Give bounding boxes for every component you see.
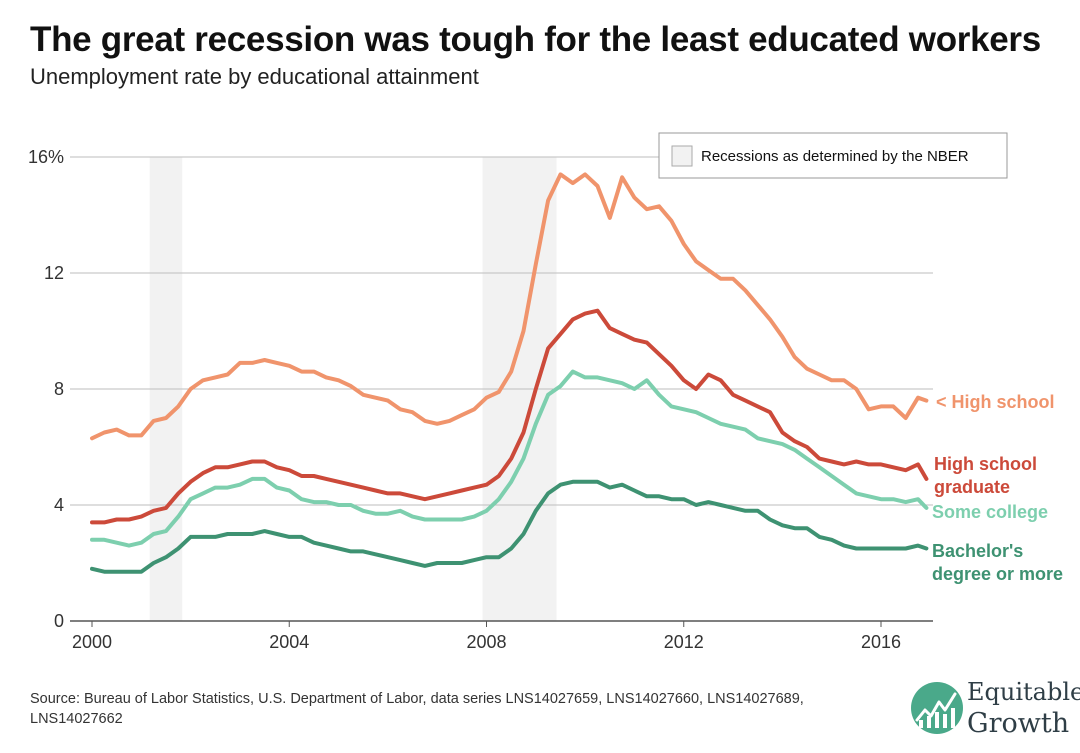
series-labels: < High school High school graduate Some col… [932,392,1063,584]
x-tick-label: 2012 [664,632,704,652]
legend: Recessions as determined by the NBER [658,132,1008,179]
legend-box [658,132,1008,179]
logo-text-line-1: Equitable [967,678,1080,706]
legend-swatch [671,145,693,167]
y-tick-label: 16% [28,147,64,167]
x-tick-label: 2004 [269,632,309,652]
chart-subtitle: Unemployment rate by educational attainm… [30,64,479,89]
series-label-3: Some college [932,502,1048,522]
source-note: Source: Bureau of Labor Statistics, U.S.… [30,691,804,727]
series-line-3 [90,369,929,548]
x-tick-label: 2008 [466,632,506,652]
y-tick-label: 4 [54,495,64,515]
line-chart: 0 4 8 12 16% 2000 2004 2008 2012 2016 < High sch… [28,132,1063,652]
series-line-1 [90,172,929,441]
logo-circle-icon [911,682,963,734]
series-line-4 [90,479,929,574]
x-tick-label: 2000 [72,632,112,652]
series-line-2 [90,308,929,525]
series-label-2: High school graduate [934,454,1037,497]
gridlines [70,156,933,622]
y-tick-label: 8 [54,379,64,399]
series-label-1: < High school [936,392,1055,412]
y-axis: 0 4 8 12 16% [28,147,64,631]
series-lines [90,172,929,574]
y-tick-label: 0 [54,611,64,631]
chart-title: The great recession was tough for the le… [30,20,1041,59]
series-label-4: Bachelor's degree or more [932,541,1063,584]
logo-text-line-2: Growth [967,708,1070,739]
y-tick-label: 12 [44,263,64,283]
x-axis: 2000 2004 2008 2012 2016 [72,621,901,652]
legend-label: Recessions as determined by the NBER [701,148,969,165]
equitable-growth-logo: Equitable Growth [905,672,1080,748]
x-tick-label: 2016 [861,632,901,652]
